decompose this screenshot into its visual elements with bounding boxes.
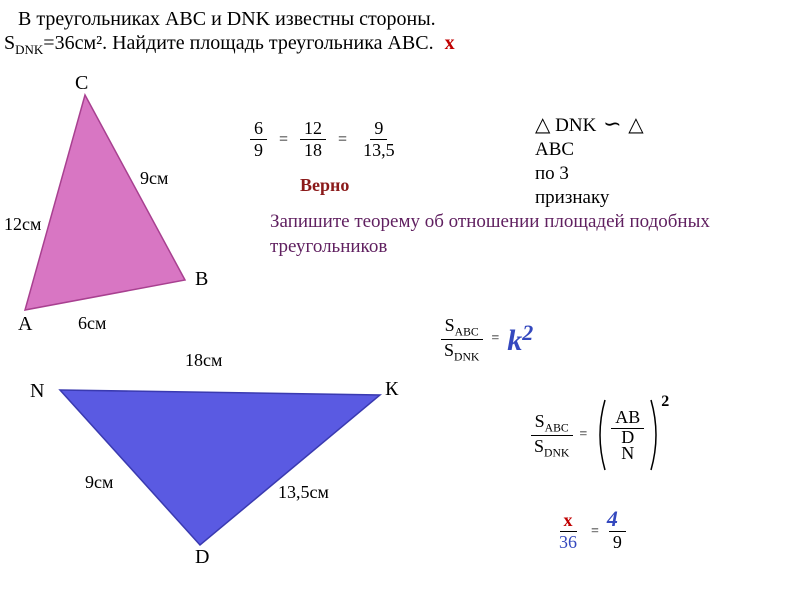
label-d: D (195, 546, 209, 569)
s1sub: ABC (455, 326, 479, 339)
triangle-abc (25, 95, 185, 310)
num-4wrap: 4 4 (609, 510, 626, 532)
abc-text: ABC (535, 138, 644, 162)
f2-den: 18 (300, 140, 326, 161)
reason1: по 3 (535, 162, 644, 186)
sdnk: SDNK (440, 340, 483, 364)
f1-num: 6 (250, 118, 267, 140)
frac-sabc-sdnk: SABC SDNK (440, 315, 483, 363)
frac2: 12 18 (300, 118, 326, 161)
side-ac: 12см (4, 214, 41, 235)
f2-num: 12 (300, 118, 326, 140)
theorem-prompt: Запишите теорему об отношении площадей п… (270, 210, 780, 259)
f1-den: 9 (250, 140, 267, 161)
final-4: 4 (607, 506, 618, 532)
s2sub: DNK (454, 350, 479, 363)
side-dn: 9см (85, 472, 113, 493)
final-eq: х 36 = 4 4 9 (555, 510, 626, 553)
s1: S (445, 315, 455, 335)
dn-n: N (621, 443, 634, 463)
triangle-dnk (60, 390, 380, 545)
frac-ab-dn: AB D N (611, 407, 644, 461)
ratio-row: 6 9 = 12 18 = 9 13,5 (250, 118, 399, 161)
sabc2: SABC (531, 411, 573, 436)
eq2: = (338, 131, 347, 149)
sim-line1: △ DNK ∽ △ (535, 110, 644, 138)
frac-49: 4 4 9 (609, 510, 626, 553)
exp2: 2 (661, 393, 669, 411)
eq3: = (491, 331, 499, 347)
tri1-icon: △ (535, 114, 550, 136)
final-x: х (560, 510, 577, 532)
area-ratio-sides: SABC SDNK = AB D N 2 (530, 395, 673, 475)
label-b: B (195, 268, 208, 291)
label-k: К (385, 378, 398, 401)
verno: Верно (300, 175, 349, 196)
figures-svg (0, 0, 800, 600)
label-c: C (75, 72, 88, 95)
paren-group: AB D N 2 (593, 395, 673, 475)
side-ab: 6см (78, 313, 106, 334)
s4sub: DNK (544, 446, 569, 459)
k-letter: k (507, 324, 522, 357)
side-dk: 13,5см (278, 482, 329, 503)
final-36: 36 (555, 532, 581, 553)
s3sub: ABC (545, 422, 569, 435)
eq1: = (279, 131, 288, 149)
tri2-icon: △ (628, 114, 643, 136)
reason2: признаку (535, 186, 644, 210)
frac1: 6 9 (250, 118, 267, 161)
area-ratio-k2: SABC SDNK = k2 (440, 315, 533, 363)
f3-den: 13,5 (359, 140, 399, 161)
eq5: = (591, 524, 599, 540)
frac-x36: х 36 (555, 510, 581, 553)
dn: D N (617, 429, 638, 461)
frac3: 9 13,5 (359, 118, 399, 161)
ab: AB (611, 407, 644, 429)
similarity-block: △ DNK ∽ △ ABC по 3 признаку (535, 110, 644, 209)
f3-num: 9 (370, 118, 387, 140)
s4: S (534, 436, 544, 456)
label-n: N (30, 380, 44, 403)
dnk-text: DNK (555, 115, 596, 136)
k2: k2 (507, 320, 533, 358)
side-nk: 18см (185, 350, 222, 371)
eq4: = (579, 427, 587, 443)
s2: S (444, 340, 454, 360)
sabc: SABC (441, 315, 483, 340)
final-9: 9 (609, 532, 626, 553)
frac-sabc-sdnk2: SABC SDNK (530, 411, 573, 459)
similar-icon: ∽ (601, 111, 623, 136)
side-bc: 9см (140, 168, 168, 189)
label-a: A (18, 313, 32, 336)
sdnk2: SDNK (530, 436, 573, 460)
k-exp: 2 (522, 320, 533, 345)
s3: S (535, 411, 545, 431)
